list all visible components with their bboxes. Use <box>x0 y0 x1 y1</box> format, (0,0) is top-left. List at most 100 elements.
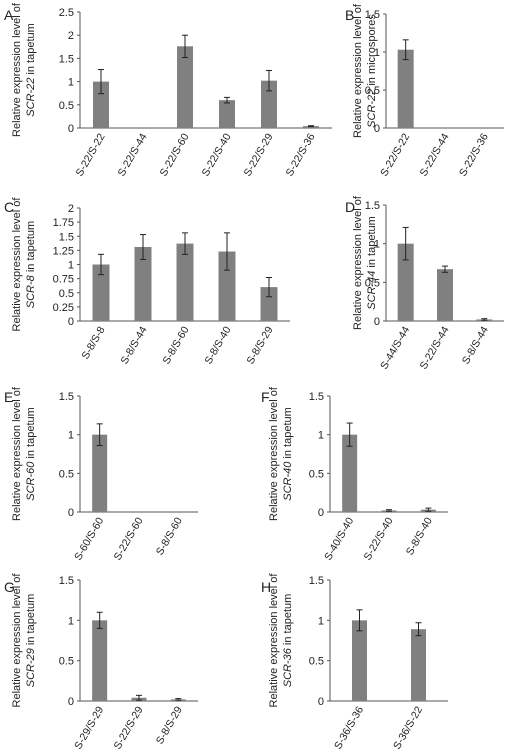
y-tick-label: 0.5 <box>365 277 380 289</box>
x-category-label: S-22/S-40 <box>362 515 396 562</box>
y-tick-label: 0 <box>318 696 324 708</box>
y-axis-label: Relative expression level of SCR-22 in ta… <box>11 2 37 137</box>
bar <box>176 243 194 321</box>
y-tick-label: 0.5 <box>309 656 324 668</box>
x-category-label: S-22/S-22 <box>378 131 412 178</box>
y-tick-label: 1.75 <box>53 217 74 229</box>
y-tick-label: 1.5 <box>365 9 380 21</box>
x-category-label: S-22/S-60 <box>158 131 192 178</box>
chart-panel-a: A 0 0.5 1 1.5 2 2.5 Relative expression level o… <box>4 2 332 178</box>
y-axis-label: Relative expression level of SCR-8 in tap… <box>11 197 37 332</box>
bar <box>260 287 278 321</box>
x-category-label: S-29/S-29 <box>72 704 106 751</box>
chart-panel-h: H 0 0.5 1 1.5 Relative expression level of SCR… <box>261 573 448 751</box>
x-category-label: S-22/S-40 <box>200 131 234 178</box>
x-category-label: S-8/S-8 <box>79 324 107 361</box>
y-tick-label: 1 <box>68 615 74 627</box>
y-tick-label: 1 <box>318 430 324 442</box>
y-tick-label: 0 <box>374 123 380 135</box>
x-category-label: S-22/S-36 <box>457 131 491 178</box>
x-category-label: S-8/S-40 <box>202 324 233 366</box>
bar <box>92 264 110 321</box>
y-axis-label: Relative expression level of SCR-40 in ta… <box>268 386 294 521</box>
y-tick-label: 1.5 <box>309 391 324 403</box>
bar <box>177 46 193 128</box>
y-tick-label: 1.5 <box>59 231 74 243</box>
y-tick-label: 0 <box>68 696 74 708</box>
y-tick-label: 0 <box>374 316 380 328</box>
bar <box>397 243 414 321</box>
y-tick-label: 1.5 <box>59 53 74 65</box>
y-tick-label: 0.5 <box>59 656 74 668</box>
chart-panel-g: G 0 0.5 1 1.5 Relative expression level of SCR… <box>4 573 198 751</box>
panel-letter: E <box>4 389 13 405</box>
y-tick-label: 1 <box>374 47 380 59</box>
x-category-label: S-8/S-44 <box>460 324 491 366</box>
bar <box>352 620 367 701</box>
y-tick-label: 1 <box>68 77 74 89</box>
bar <box>92 620 108 701</box>
y-tick-label: 0 <box>318 507 324 519</box>
x-category-label: S-8/S-40 <box>404 515 435 557</box>
y-tick-label: 2 <box>68 203 74 215</box>
bar <box>397 49 414 128</box>
x-category-label: S-22/S-36 <box>284 131 318 178</box>
x-category-label: S-22/S-29 <box>242 131 276 178</box>
y-tick-label: 1.5 <box>59 391 74 403</box>
panel-letter: C <box>4 199 14 215</box>
x-category-label: S-36/S-22 <box>391 704 425 751</box>
y-tick-label: 0.5 <box>365 85 380 97</box>
bar <box>261 80 277 128</box>
panel-letter: H <box>261 579 271 595</box>
bar <box>437 269 453 321</box>
y-tick-label: 0.25 <box>53 302 74 314</box>
y-axis-label: Relative expression level of SCR-22 in mi… <box>352 3 378 138</box>
x-category-label: S-8/S-29 <box>244 324 275 366</box>
y-axis-label: Relative expression level of SCR-44 in ta… <box>352 195 378 330</box>
chart-panel-f: F 0 0.5 1 1.5 Relative expression level of SCR… <box>261 386 448 562</box>
x-category-label: S-22/S-44 <box>116 131 150 178</box>
y-tick-label: 0 <box>68 507 74 519</box>
x-category-label: S-44/S-44 <box>378 324 412 371</box>
y-tick-label: 0.5 <box>59 288 74 300</box>
bar <box>134 246 152 321</box>
y-tick-label: 1.25 <box>53 245 74 257</box>
bar <box>342 434 358 512</box>
y-tick-label: 0.75 <box>53 274 74 286</box>
y-tick-label: 0 <box>68 316 74 328</box>
y-tick-label: 1 <box>68 260 74 272</box>
x-category-label: S-22/S-44 <box>418 324 452 371</box>
panel-letter: A <box>4 7 14 23</box>
x-category-label: S-22/S-44 <box>418 131 452 178</box>
x-category-label: S-22/S-29 <box>112 704 146 751</box>
x-category-label: S-36/S-36 <box>332 704 366 751</box>
y-tick-label: 2.5 <box>59 7 74 19</box>
y-tick-label: 1 <box>318 615 324 627</box>
bar <box>218 251 236 321</box>
bar <box>219 100 235 128</box>
y-tick-label: 2 <box>68 30 74 42</box>
bar <box>93 81 109 128</box>
y-axis-label: Relative expression level of SCR-60 in ta… <box>11 386 37 521</box>
y-tick-label: 1 <box>68 430 74 442</box>
x-category-label: S-8/S-44 <box>118 324 149 366</box>
chart-panel-e: E 0 0.5 1 1.5 Relative expression level of SCR… <box>4 386 198 562</box>
panel-letter: F <box>261 389 270 405</box>
y-axis-label: Relative expression level of SCR-36 in ta… <box>268 573 294 708</box>
x-category-label: S-40/S-40 <box>322 515 356 562</box>
y-tick-label: 0.5 <box>59 468 74 480</box>
panel-letter: G <box>4 579 15 595</box>
chart-panel-c: C 0 0.25 0.5 0.75 1 1.25 1.5 1.75 2 Relative expre… <box>4 197 290 366</box>
y-tick-label: 1.5 <box>365 200 380 212</box>
bar <box>411 629 426 701</box>
y-tick-label: 1.5 <box>309 575 324 587</box>
panel-letter: D <box>345 199 355 215</box>
y-tick-label: 1 <box>374 239 380 251</box>
y-axis-label: Relative expression level of SCR-29 in ta… <box>11 573 37 708</box>
x-category-label: S-60/S-60 <box>72 515 106 562</box>
x-category-label: S-8/S-60 <box>154 515 185 557</box>
x-category-label: S-8/S-60 <box>160 324 191 366</box>
y-tick-label: 0.5 <box>309 468 324 480</box>
y-tick-label: 0.5 <box>59 100 74 112</box>
